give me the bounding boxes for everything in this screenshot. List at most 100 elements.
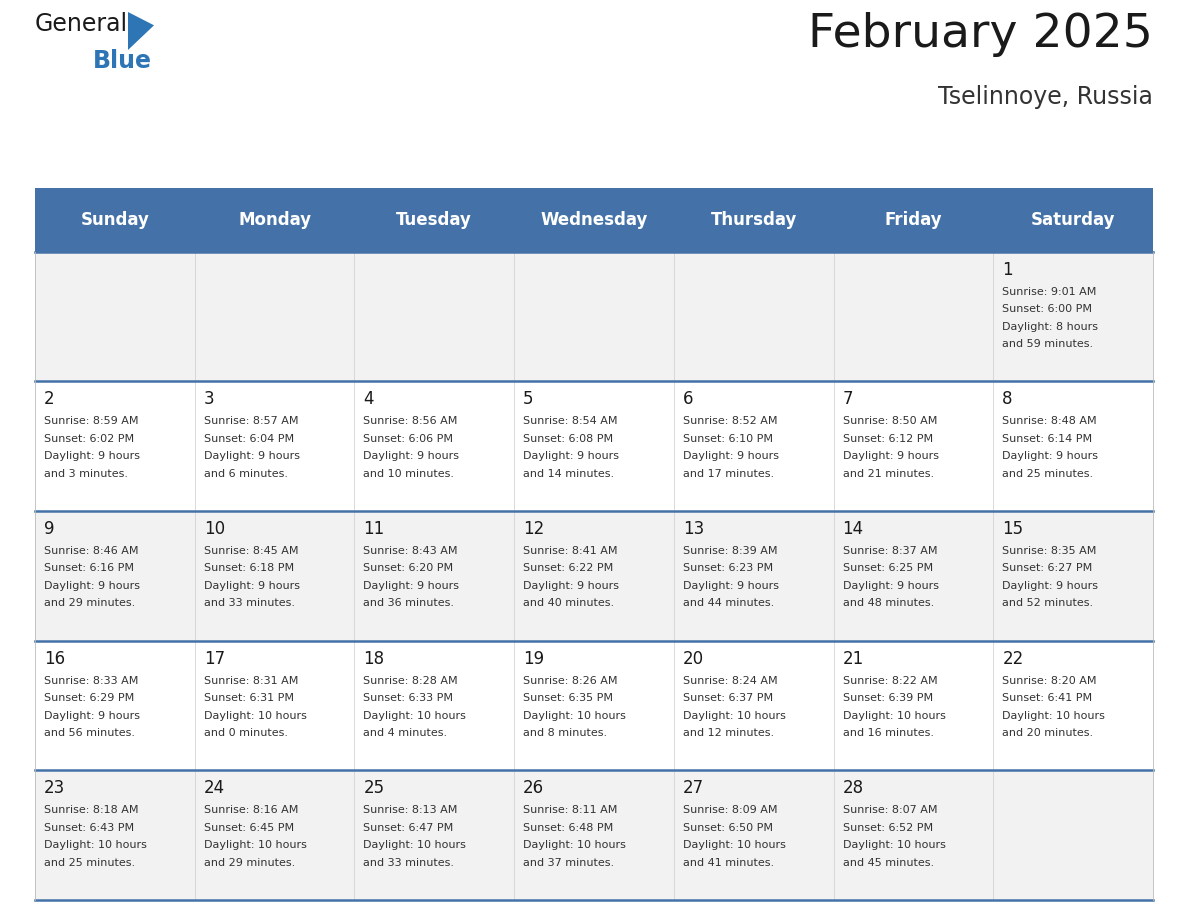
Text: and 52 minutes.: and 52 minutes. <box>1003 599 1093 609</box>
Text: and 4 minutes.: and 4 minutes. <box>364 728 448 738</box>
Text: Sunrise: 8:26 AM: Sunrise: 8:26 AM <box>523 676 618 686</box>
Text: Sunset: 6:23 PM: Sunset: 6:23 PM <box>683 564 773 574</box>
Text: and 48 minutes.: and 48 minutes. <box>842 599 934 609</box>
Text: Sunrise: 8:59 AM: Sunrise: 8:59 AM <box>44 416 139 426</box>
Text: Sunrise: 8:52 AM: Sunrise: 8:52 AM <box>683 416 777 426</box>
Text: Sunrise: 8:28 AM: Sunrise: 8:28 AM <box>364 676 459 686</box>
Text: 19: 19 <box>523 650 544 667</box>
Text: Sunrise: 8:50 AM: Sunrise: 8:50 AM <box>842 416 937 426</box>
Text: and 0 minutes.: and 0 minutes. <box>203 728 287 738</box>
Text: Sunrise: 8:57 AM: Sunrise: 8:57 AM <box>203 416 298 426</box>
Text: Daylight: 9 hours: Daylight: 9 hours <box>683 581 779 591</box>
Text: Sunrise: 8:07 AM: Sunrise: 8:07 AM <box>842 805 937 815</box>
Text: Sunset: 6:06 PM: Sunset: 6:06 PM <box>364 433 454 443</box>
Text: Sunset: 6:37 PM: Sunset: 6:37 PM <box>683 693 773 703</box>
Text: and 17 minutes.: and 17 minutes. <box>683 469 775 478</box>
Bar <box>34 770 1154 900</box>
Text: Sunrise: 8:11 AM: Sunrise: 8:11 AM <box>523 805 618 815</box>
Text: Tuesday: Tuesday <box>397 211 472 229</box>
Text: 26: 26 <box>523 779 544 798</box>
Text: Sunset: 6:29 PM: Sunset: 6:29 PM <box>44 693 134 703</box>
Text: Tselinnoye, Russia: Tselinnoye, Russia <box>939 85 1154 109</box>
Text: Sunrise: 8:39 AM: Sunrise: 8:39 AM <box>683 546 777 556</box>
Text: Daylight: 10 hours: Daylight: 10 hours <box>842 840 946 850</box>
Text: Sunrise: 8:24 AM: Sunrise: 8:24 AM <box>683 676 777 686</box>
Text: Daylight: 10 hours: Daylight: 10 hours <box>364 840 467 850</box>
Text: Daylight: 9 hours: Daylight: 9 hours <box>1003 581 1098 591</box>
Text: and 12 minutes.: and 12 minutes. <box>683 728 775 738</box>
Text: Sunset: 6:16 PM: Sunset: 6:16 PM <box>44 564 134 574</box>
Text: Sunrise: 8:43 AM: Sunrise: 8:43 AM <box>364 546 457 556</box>
Text: Sunset: 6:04 PM: Sunset: 6:04 PM <box>203 433 293 443</box>
Text: Friday: Friday <box>885 211 942 229</box>
Text: 22: 22 <box>1003 650 1024 667</box>
Text: Sunset: 6:27 PM: Sunset: 6:27 PM <box>1003 564 1093 574</box>
Text: Sunrise: 8:41 AM: Sunrise: 8:41 AM <box>523 546 618 556</box>
Text: Sunset: 6:31 PM: Sunset: 6:31 PM <box>203 693 293 703</box>
Text: Sunrise: 8:37 AM: Sunrise: 8:37 AM <box>842 546 937 556</box>
Text: 17: 17 <box>203 650 225 667</box>
Text: Daylight: 10 hours: Daylight: 10 hours <box>842 711 946 721</box>
Text: and 59 minutes.: and 59 minutes. <box>1003 339 1093 349</box>
Text: and 56 minutes.: and 56 minutes. <box>44 728 135 738</box>
Text: Daylight: 10 hours: Daylight: 10 hours <box>203 840 307 850</box>
Text: Daylight: 9 hours: Daylight: 9 hours <box>44 581 140 591</box>
Text: and 45 minutes.: and 45 minutes. <box>842 857 934 868</box>
Text: Saturday: Saturday <box>1031 211 1116 229</box>
Text: 21: 21 <box>842 650 864 667</box>
Text: 16: 16 <box>44 650 65 667</box>
Text: 11: 11 <box>364 520 385 538</box>
Text: Sunrise: 8:45 AM: Sunrise: 8:45 AM <box>203 546 298 556</box>
Text: Daylight: 9 hours: Daylight: 9 hours <box>44 711 140 721</box>
Text: Daylight: 10 hours: Daylight: 10 hours <box>523 711 626 721</box>
Text: Sunset: 6:25 PM: Sunset: 6:25 PM <box>842 564 933 574</box>
Text: Sunset: 6:08 PM: Sunset: 6:08 PM <box>523 433 613 443</box>
Text: Sunrise: 8:18 AM: Sunrise: 8:18 AM <box>44 805 139 815</box>
Text: and 33 minutes.: and 33 minutes. <box>203 599 295 609</box>
Text: Sunset: 6:47 PM: Sunset: 6:47 PM <box>364 823 454 833</box>
Text: General: General <box>34 12 128 36</box>
Text: Daylight: 9 hours: Daylight: 9 hours <box>364 581 460 591</box>
Text: Blue: Blue <box>93 49 152 73</box>
Text: Sunrise: 8:09 AM: Sunrise: 8:09 AM <box>683 805 777 815</box>
Text: and 29 minutes.: and 29 minutes. <box>44 599 135 609</box>
Text: Daylight: 9 hours: Daylight: 9 hours <box>44 452 140 461</box>
Text: 15: 15 <box>1003 520 1023 538</box>
Text: Daylight: 10 hours: Daylight: 10 hours <box>683 840 785 850</box>
Text: Sunrise: 8:16 AM: Sunrise: 8:16 AM <box>203 805 298 815</box>
Bar <box>34 511 1154 641</box>
Text: Sunset: 6:00 PM: Sunset: 6:00 PM <box>1003 304 1092 314</box>
Text: Sunset: 6:33 PM: Sunset: 6:33 PM <box>364 693 454 703</box>
Text: and 44 minutes.: and 44 minutes. <box>683 599 775 609</box>
Text: Sunrise: 8:48 AM: Sunrise: 8:48 AM <box>1003 416 1097 426</box>
Text: 28: 28 <box>842 779 864 798</box>
Text: 27: 27 <box>683 779 704 798</box>
Text: Sunrise: 9:01 AM: Sunrise: 9:01 AM <box>1003 286 1097 297</box>
Text: Daylight: 10 hours: Daylight: 10 hours <box>523 840 626 850</box>
Text: Daylight: 9 hours: Daylight: 9 hours <box>364 452 460 461</box>
Text: Sunset: 6:22 PM: Sunset: 6:22 PM <box>523 564 613 574</box>
Text: Sunset: 6:39 PM: Sunset: 6:39 PM <box>842 693 933 703</box>
Text: Sunset: 6:52 PM: Sunset: 6:52 PM <box>842 823 933 833</box>
Text: Sunrise: 8:46 AM: Sunrise: 8:46 AM <box>44 546 139 556</box>
Text: Sunset: 6:50 PM: Sunset: 6:50 PM <box>683 823 773 833</box>
Text: Sunrise: 8:20 AM: Sunrise: 8:20 AM <box>1003 676 1097 686</box>
Text: 8: 8 <box>1003 390 1013 409</box>
Text: February 2025: February 2025 <box>808 12 1154 57</box>
Text: and 33 minutes.: and 33 minutes. <box>364 857 455 868</box>
Text: 10: 10 <box>203 520 225 538</box>
Text: and 6 minutes.: and 6 minutes. <box>203 469 287 478</box>
Text: Sunrise: 8:56 AM: Sunrise: 8:56 AM <box>364 416 457 426</box>
Text: 18: 18 <box>364 650 385 667</box>
Text: and 41 minutes.: and 41 minutes. <box>683 857 775 868</box>
Text: Sunset: 6:18 PM: Sunset: 6:18 PM <box>203 564 293 574</box>
Text: and 10 minutes.: and 10 minutes. <box>364 469 455 478</box>
Text: Sunrise: 8:33 AM: Sunrise: 8:33 AM <box>44 676 138 686</box>
Text: 14: 14 <box>842 520 864 538</box>
Text: Sunrise: 8:35 AM: Sunrise: 8:35 AM <box>1003 546 1097 556</box>
Text: Daylight: 9 hours: Daylight: 9 hours <box>842 452 939 461</box>
Text: and 14 minutes.: and 14 minutes. <box>523 469 614 478</box>
Text: 25: 25 <box>364 779 385 798</box>
Text: Daylight: 10 hours: Daylight: 10 hours <box>364 711 467 721</box>
Text: Sunset: 6:43 PM: Sunset: 6:43 PM <box>44 823 134 833</box>
